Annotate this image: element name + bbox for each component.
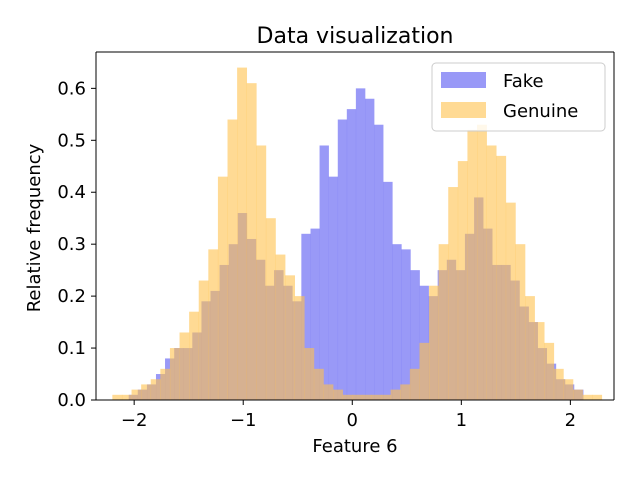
histogram-bar <box>304 348 315 400</box>
histogram-bar <box>352 394 363 400</box>
histogram-bar <box>438 244 449 400</box>
histogram-bar <box>374 124 384 400</box>
x-tick-label: −1 <box>230 410 257 431</box>
histogram-bar <box>525 296 535 400</box>
histogram-bar <box>563 379 574 400</box>
histogram-bar <box>217 176 228 400</box>
histogram-bar <box>150 379 161 400</box>
histogram-bar <box>534 322 545 400</box>
legend-label-fake: Fake <box>503 71 544 92</box>
histogram-bar <box>179 332 190 400</box>
histogram-bar <box>337 119 348 400</box>
histogram-bar <box>582 394 593 400</box>
histogram-bar <box>328 176 339 400</box>
x-tick-label: 0 <box>347 410 358 431</box>
y-axis-label: Relative frequency <box>24 143 45 312</box>
histogram-bar <box>342 394 353 400</box>
histogram-bar <box>112 394 123 400</box>
axes-frame <box>95 51 615 401</box>
histogram-bar <box>496 155 507 400</box>
y-tick-label: 0.6 <box>57 78 86 99</box>
histogram-bar <box>383 181 393 400</box>
histogram-bar <box>227 119 238 400</box>
y-tick-label: 0.5 <box>57 130 86 151</box>
histogram-bar <box>237 67 248 400</box>
y-tick-label: 0.4 <box>57 182 86 203</box>
histogram-bar <box>544 342 555 400</box>
histogram-bar <box>189 311 200 400</box>
histogram-bar <box>169 348 180 400</box>
histogram-bar <box>390 389 401 400</box>
histogram-bar <box>346 109 357 400</box>
histogram-bar <box>365 98 375 400</box>
histogram-bar <box>392 244 402 400</box>
histogram-bar <box>313 368 324 400</box>
x-tick-label: 1 <box>456 410 467 431</box>
x-axis: −2 −1 0 1 2 <box>121 400 576 431</box>
histogram-bar <box>505 202 516 400</box>
histogram-bar <box>333 389 343 400</box>
histogram-bar <box>419 342 430 400</box>
histogram-bar <box>401 249 411 400</box>
histogram-bar <box>141 384 152 400</box>
histogram-bar <box>400 384 411 400</box>
histogram-bar <box>301 233 311 400</box>
histogram-bar <box>515 244 526 400</box>
histogram-bar <box>457 161 468 400</box>
histogram-bar <box>361 394 372 400</box>
histogram-bar <box>409 368 420 400</box>
y-tick-label: 0.1 <box>57 338 86 359</box>
y-axis: 0.0 0.1 0.2 0.3 0.4 0.5 0.6 <box>57 78 96 411</box>
x-axis-label: Feature 6 <box>312 436 397 457</box>
histogram-bar <box>208 249 219 400</box>
histogram-bar <box>319 145 329 400</box>
x-tick-label: −2 <box>121 410 148 431</box>
histogram-bar <box>355 88 366 400</box>
histogram-bar <box>310 228 320 400</box>
histogram-bar <box>275 254 286 400</box>
histogram-bar <box>285 275 295 400</box>
histogram-bar <box>477 124 487 400</box>
histogram-bar <box>448 187 459 400</box>
histogram-bar <box>381 394 391 400</box>
y-tick-label: 0.0 <box>57 390 86 411</box>
legend-swatch-fake <box>441 72 486 88</box>
histogram-bar <box>410 270 420 400</box>
histogram-bar <box>198 280 209 400</box>
legend: Fake Genuine <box>431 62 606 132</box>
y-tick-label: 0.2 <box>57 286 86 307</box>
histogram-bar <box>486 145 497 400</box>
histogram-bar <box>246 83 257 400</box>
histogram-bar <box>265 218 276 400</box>
x-tick-label: 2 <box>565 410 576 431</box>
histogram-bar <box>294 296 305 400</box>
legend-label-genuine: Genuine <box>503 101 578 122</box>
histogram-bar <box>572 389 583 400</box>
histogram-bar <box>371 394 382 400</box>
histogram-bar <box>553 368 564 400</box>
histogram-bar <box>256 145 267 400</box>
histogram-bar <box>429 285 439 400</box>
series-genuine <box>112 67 603 400</box>
y-tick-label: 0.3 <box>57 234 86 255</box>
plot-area <box>95 51 615 401</box>
histogram-bar <box>323 384 334 400</box>
histogram-bar <box>121 394 132 400</box>
histogram-bar <box>131 389 142 400</box>
legend-swatch-genuine <box>441 102 486 118</box>
histogram-bar <box>467 129 478 400</box>
chart-title: Data visualization <box>257 24 454 49</box>
histogram-bar <box>592 394 603 400</box>
histogram-bar <box>160 368 171 400</box>
